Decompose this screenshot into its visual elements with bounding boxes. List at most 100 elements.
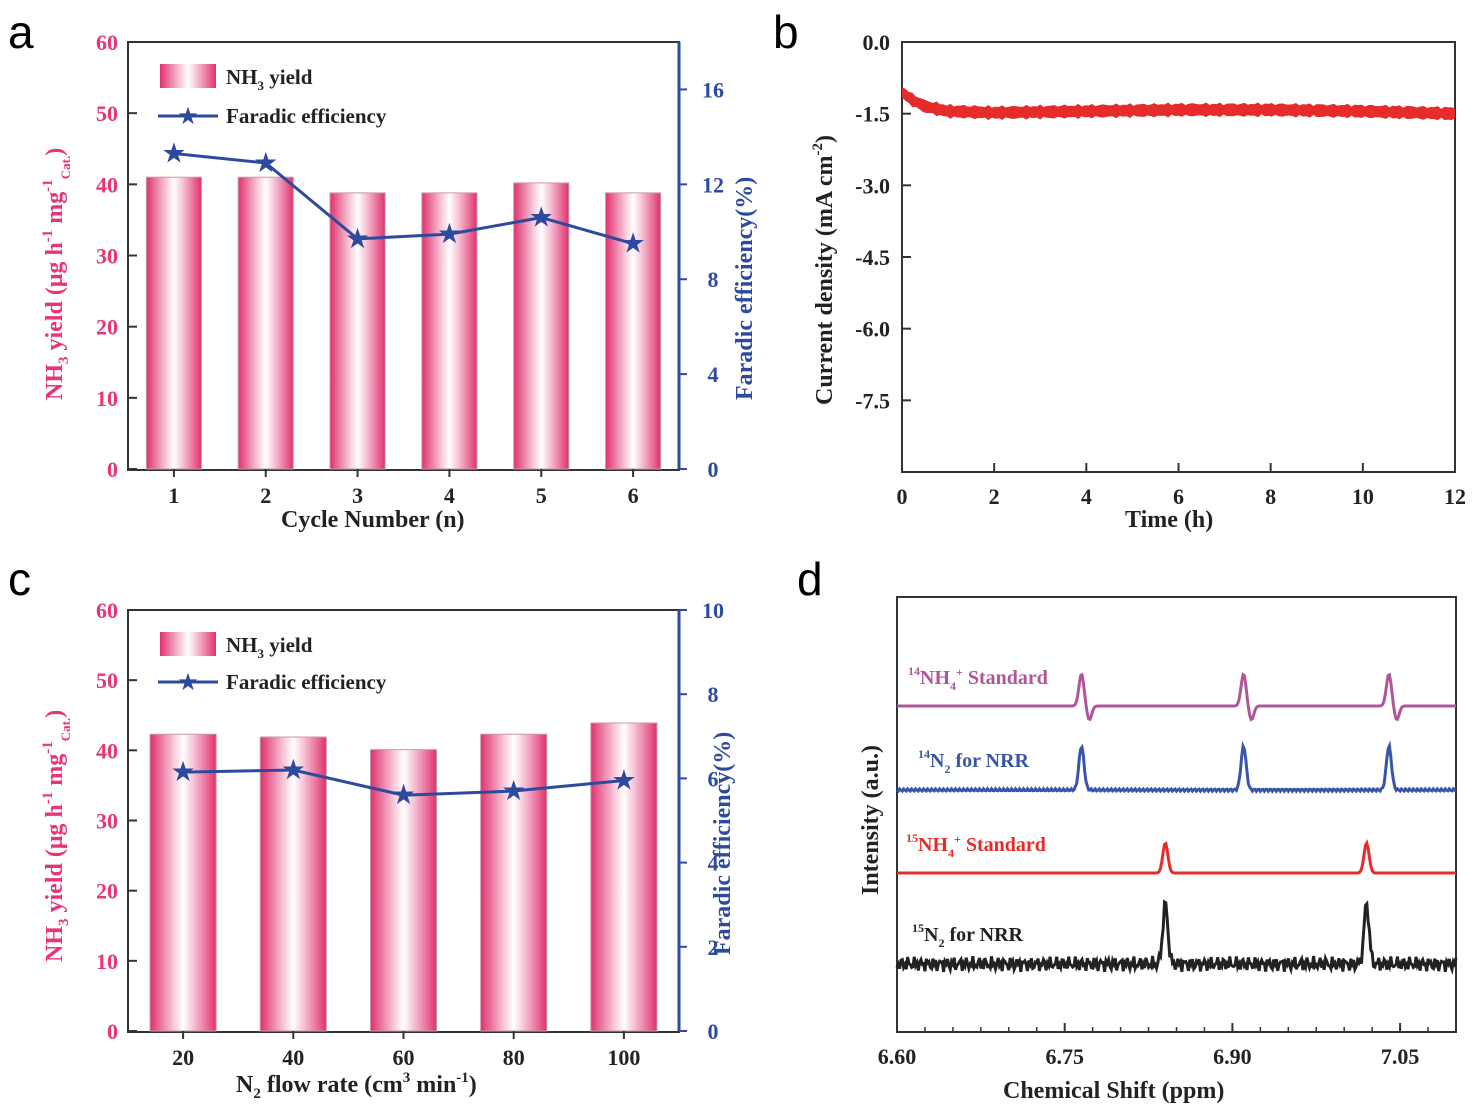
y-tick-label-right: 6 bbox=[708, 766, 719, 791]
y-tick-label-left: 40 bbox=[96, 172, 118, 197]
bar bbox=[421, 192, 478, 470]
x-axis-label-a: Cycle Number (n) bbox=[281, 507, 465, 533]
panel-label-d: d bbox=[797, 553, 823, 605]
chart-panel-c: ★ ★ ★ ★ ★ 0 10 20 30 40 50 60 0 2 4 6 8 10 20 40 60 80 100 NH… bbox=[40, 598, 736, 1102]
x-tick-label: 0 bbox=[897, 484, 908, 509]
fe-point-star: ★ bbox=[501, 774, 526, 807]
y-axis-label-right-a: Faradic efficiency(%) bbox=[732, 177, 758, 400]
y-tick-label-right: 8 bbox=[708, 682, 719, 707]
x-tick-label: 7.05 bbox=[1381, 1044, 1420, 1069]
nmr-spectrum-line bbox=[897, 839, 1456, 875]
y-tick-label-right: 10 bbox=[702, 598, 724, 623]
y-tick-label-right: 0 bbox=[708, 457, 719, 482]
y-axis-label-d: Intensity (a.u.) bbox=[858, 745, 884, 895]
fe-series-line bbox=[183, 768, 625, 797]
x-tick-label: 6 bbox=[1173, 484, 1184, 509]
y-tick-label-left: 20 bbox=[96, 879, 118, 904]
fe-point-star: ★ bbox=[161, 136, 186, 169]
nmr-spectrum-line bbox=[897, 672, 1456, 722]
y-tick-label-left: 20 bbox=[96, 315, 118, 340]
panel-label-b: b bbox=[773, 6, 799, 58]
fe-point-star: ★ bbox=[253, 146, 278, 179]
y-tick-label: -1.5 bbox=[855, 102, 890, 127]
fe-point-star: ★ bbox=[437, 217, 462, 250]
y-tick-label-right: 4 bbox=[708, 362, 719, 387]
y-tick-label-left: 40 bbox=[96, 738, 118, 763]
fe-point-star: ★ bbox=[281, 753, 306, 786]
y-tick-label: -6.0 bbox=[855, 317, 890, 342]
fe-point-star: ★ bbox=[529, 201, 554, 234]
y-axis-label-left-c: NH3 yield (μg h-1 mg-1Cat.) bbox=[40, 710, 73, 962]
fe-point-star: ★ bbox=[611, 764, 636, 797]
x-tick-label: 1 bbox=[168, 483, 179, 508]
x-tick-label: 6.75 bbox=[1045, 1044, 1084, 1069]
y-tick-label: -4.5 bbox=[855, 245, 890, 270]
y-tick-label-right: 16 bbox=[702, 77, 724, 102]
y-tick-label-left: 50 bbox=[96, 668, 118, 693]
y-tick-label-left: 10 bbox=[96, 949, 118, 974]
legend-label-fe-a: Faradic efficiency bbox=[226, 104, 387, 128]
x-axis-label-b: Time (h) bbox=[1125, 507, 1213, 533]
legend-label-fe-c: Faradic efficiency bbox=[226, 670, 387, 694]
y-tick-label: 0.0 bbox=[863, 30, 891, 55]
fe-point-star: ★ bbox=[171, 755, 196, 788]
x-axis-label-d: Chemical Shift (ppm) bbox=[1003, 1078, 1224, 1104]
y-tick-label-left: 30 bbox=[96, 244, 118, 269]
x-tick-label: 40 bbox=[282, 1045, 304, 1070]
bar bbox=[259, 736, 327, 1032]
fe-series-line bbox=[173, 152, 634, 246]
bar bbox=[145, 176, 202, 470]
bar bbox=[480, 733, 548, 1032]
x-axis-label-c: N2 flow rate (cm3 min-1) bbox=[236, 1070, 477, 1102]
y-tick-label-left: 0 bbox=[107, 457, 118, 482]
fe-point-star: ★ bbox=[621, 227, 646, 260]
y-tick-label-left: 0 bbox=[107, 1019, 118, 1044]
y-tick-label-left: 10 bbox=[96, 386, 118, 411]
legend-swatch-yield-c bbox=[160, 632, 216, 656]
series-label-14nh4-standard: 14NH4+ Standard bbox=[908, 664, 1048, 693]
x-tick-label: 10 bbox=[1352, 484, 1374, 509]
bar bbox=[237, 176, 294, 470]
y-tick-label-right: 0 bbox=[708, 1019, 719, 1044]
y-tick-label-right: 8 bbox=[708, 267, 719, 292]
y-tick-label-left: 50 bbox=[96, 101, 118, 126]
x-tick-label: 2 bbox=[260, 483, 271, 508]
nmr-spectrum-line bbox=[896, 740, 1457, 794]
y-tick-label-left: 30 bbox=[96, 809, 118, 834]
bar bbox=[513, 182, 570, 470]
panel-label-c: c bbox=[8, 553, 31, 605]
chart-panel-d: 6.60 6.75 6.90 7.05 14NH4+ Standard 14N2 fo… bbox=[858, 596, 1458, 1104]
y-tick-label-left: 60 bbox=[96, 598, 118, 623]
y-tick-label-left: 60 bbox=[96, 30, 118, 55]
y-axis-label-right-c: Faradic efficiency(%) bbox=[710, 732, 736, 955]
nmr-spectrum-line bbox=[895, 899, 1458, 976]
current-density-series bbox=[902, 86, 1455, 121]
legend-star-icon-a: ★ bbox=[177, 102, 199, 130]
legend-star-icon-c: ★ bbox=[177, 668, 199, 696]
x-tick-label: 80 bbox=[503, 1045, 525, 1070]
x-tick-label: 4 bbox=[444, 483, 455, 508]
y-tick-label-right: 4 bbox=[708, 851, 719, 876]
y-axis-label-b: Current density (mA cm-2) bbox=[810, 135, 838, 405]
fe-point-star: ★ bbox=[345, 222, 370, 255]
y-tick-label: -3.0 bbox=[855, 173, 890, 198]
x-tick-label: 5 bbox=[536, 483, 547, 508]
x-tick-label: 6 bbox=[628, 483, 639, 508]
x-tick-label: 100 bbox=[607, 1045, 640, 1070]
x-tick-label: 4 bbox=[1081, 484, 1092, 509]
x-tick-label: 2 bbox=[989, 484, 1000, 509]
fe-point-star: ★ bbox=[391, 778, 416, 811]
x-tick-label: 3 bbox=[352, 483, 363, 508]
y-tick-label: -7.5 bbox=[855, 388, 890, 413]
legend-label-yield-c: NH3 yield bbox=[226, 633, 313, 661]
x-tick-label: 6.90 bbox=[1213, 1044, 1252, 1069]
bar bbox=[149, 733, 217, 1032]
x-tick-label: 12 bbox=[1444, 484, 1466, 509]
series-label-14n2-nrr: 14N2 for NRR bbox=[918, 747, 1030, 776]
legend-label-yield-a: NH3 yield bbox=[226, 65, 313, 93]
x-tick-label: 60 bbox=[393, 1045, 415, 1070]
series-label-15n2-nrr: 15N2 for NRR bbox=[912, 921, 1024, 950]
series-label-15nh4-standard: 15NH4+ Standard bbox=[906, 831, 1046, 860]
legend-swatch-yield-a bbox=[160, 64, 216, 88]
